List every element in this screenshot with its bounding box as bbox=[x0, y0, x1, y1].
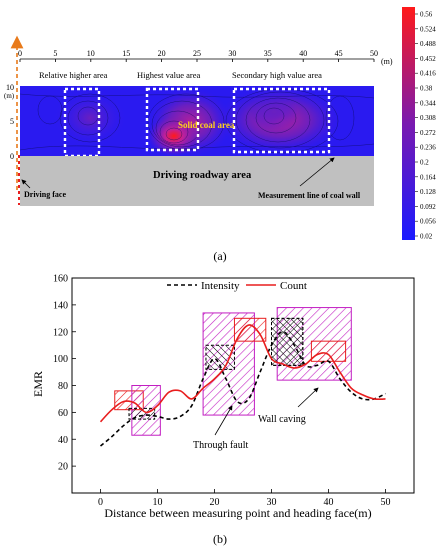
colorbar-tick-label: 0.2 bbox=[420, 159, 429, 167]
colorbar-tick-label: 0.272 bbox=[420, 129, 436, 137]
x-tick-label: 0 bbox=[98, 497, 103, 508]
colorbar-tick-label: 0.092 bbox=[420, 203, 436, 211]
red-highlight-box bbox=[310, 340, 347, 362]
colorbar-tick-label: 0.056 bbox=[420, 218, 436, 226]
series-line-count bbox=[99, 324, 386, 423]
driving-face-label: Driving face bbox=[24, 190, 66, 199]
colorbar-tick-label: 0.56 bbox=[420, 11, 433, 19]
panel-a-y-tick: 5 bbox=[10, 117, 14, 126]
colorbar-tick-label: 0.344 bbox=[420, 99, 436, 107]
top-axis-tick-label: 50 bbox=[370, 49, 378, 58]
colorbar-tick-label: 0.452 bbox=[420, 55, 436, 63]
highlight-boxes bbox=[114, 307, 352, 436]
series-lines bbox=[99, 324, 386, 447]
colorbar bbox=[402, 7, 415, 240]
y-tick-label: 160 bbox=[53, 274, 68, 285]
x-tick-label: 30 bbox=[267, 497, 277, 508]
colorbar-tick-label: 0.128 bbox=[420, 188, 436, 196]
area-label-highest: Highest value area bbox=[137, 70, 200, 80]
driving-face-arrow bbox=[21, 179, 31, 189]
secondary-high-area-box bbox=[232, 87, 331, 154]
through-fault-label: Through fault bbox=[193, 440, 248, 451]
top-axis-tick-label: 45 bbox=[335, 49, 343, 58]
panel-b-label: (b) bbox=[213, 532, 227, 546]
legend-count-label: Count bbox=[280, 280, 307, 292]
y-tick-label: 40 bbox=[58, 435, 68, 446]
highest-value-area-box bbox=[145, 87, 200, 152]
colorbar-tick-label: 0.02 bbox=[420, 233, 433, 241]
x-axis-label: Distance between measuring point and hea… bbox=[104, 506, 371, 520]
top-axis-tick-label: 0 bbox=[18, 49, 22, 58]
y-tick-label: 120 bbox=[53, 327, 68, 338]
panel-b: 0 10 20 30 40 50 20 40 60 80 100 120 140 160 Intensit… bbox=[31, 274, 415, 546]
top-axis-tick-label: 40 bbox=[299, 49, 307, 58]
red-highlight-box bbox=[233, 317, 267, 342]
top-axis-tick-label: 15 bbox=[122, 49, 130, 58]
top-axis-tick-label: 35 bbox=[264, 49, 272, 58]
y-tick-label: 80 bbox=[58, 381, 68, 392]
legend-intensity-label: Intensity bbox=[201, 280, 240, 292]
panel-a-top-ticks: 0 5 10 15 20 25 30 35 40 45 50 bbox=[18, 49, 378, 62]
wall-caving-arrow bbox=[297, 387, 319, 408]
roadway-label: Driving roadway area bbox=[153, 170, 252, 181]
y-tick-label: 20 bbox=[58, 462, 68, 473]
y-tick-label: 140 bbox=[53, 300, 68, 311]
x-tick-label: 50 bbox=[381, 497, 391, 508]
colorbar-ticks: 0.56 0.524 0.488 0.452 0.416 0.38 0.344 0.308 0.… bbox=[415, 11, 436, 241]
top-axis-tick-label: 25 bbox=[193, 49, 201, 58]
colorbar-tick-label: 0.488 bbox=[420, 40, 436, 48]
black-highlight-box bbox=[271, 317, 304, 366]
colorbar-tick-label: 0.416 bbox=[420, 70, 436, 78]
contour-map: Solid coal area bbox=[19, 86, 375, 158]
top-axis-tick-label: 5 bbox=[53, 49, 57, 58]
colorbar-tick-label: 0.164 bbox=[420, 173, 436, 181]
y-tick-label: 60 bbox=[58, 408, 68, 419]
through-fault-arrow bbox=[214, 405, 233, 436]
measurement-line-label: Measurement line of coal wall bbox=[258, 191, 361, 200]
colorbar-tick-label: 0.236 bbox=[420, 144, 436, 152]
black-highlight-box bbox=[128, 407, 156, 420]
panel-a-y-ticks: 10 5 0 bbox=[6, 83, 14, 161]
colorbar-tick-label: 0.38 bbox=[420, 85, 433, 93]
solid-coal-label: Solid coal area bbox=[178, 120, 235, 130]
x-tick-label: 20 bbox=[210, 497, 220, 508]
driving-roadway-area bbox=[20, 156, 374, 206]
measurement-line-arrow bbox=[299, 157, 335, 187]
top-axis-tick-label: 30 bbox=[228, 49, 236, 58]
colorbar-tick-label: 0.524 bbox=[420, 25, 436, 33]
y-tick-label: 100 bbox=[53, 354, 68, 365]
area-label-secondary-high: Secondary high value area bbox=[232, 70, 322, 80]
series-line-intensity bbox=[99, 330, 386, 447]
panel-a: 0 5 10 15 20 25 30 35 40 45 50 (m) 10 5 0 (m) Rela… bbox=[4, 7, 436, 263]
panel-a-y-tick: 0 bbox=[10, 152, 14, 161]
panel-a-label: (a) bbox=[213, 249, 226, 263]
area-label-relative-higher: Relative higher area bbox=[39, 70, 108, 80]
x-tick-label: 40 bbox=[324, 497, 334, 508]
panel-a-y-tick: 10 bbox=[6, 83, 14, 92]
legend: Intensity Count bbox=[167, 280, 307, 292]
x-tick-label: 10 bbox=[153, 497, 163, 508]
panel-a-y-unit: (m) bbox=[4, 92, 15, 100]
top-axis-tick-label: 10 bbox=[87, 49, 95, 58]
wall-caving-label: Wall caving bbox=[258, 414, 306, 425]
colorbar-tick-label: 0.308 bbox=[420, 114, 436, 122]
panel-a-x-unit: (m) bbox=[381, 57, 393, 66]
top-axis-tick-label: 20 bbox=[158, 49, 166, 58]
relative-higher-area-box bbox=[63, 87, 101, 158]
panel-b-ticks: 0 10 20 30 40 50 20 40 60 80 100 120 140 160 bbox=[53, 274, 391, 509]
y-axis-label: EMR bbox=[31, 371, 45, 397]
